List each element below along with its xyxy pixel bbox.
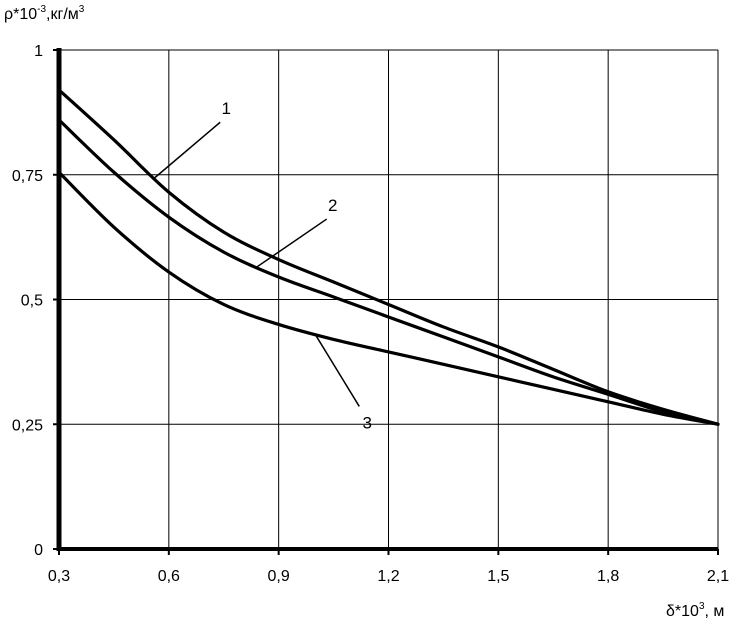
x-tick-label: 1,2 [377,568,399,585]
annotation-label-3: 3 [363,413,372,432]
annotation-label-2: 2 [328,196,337,215]
x-tick-label: 1,5 [487,568,509,585]
y-tick-label: 0 [34,542,43,559]
x-tick-label: 0,6 [158,568,180,585]
x-tick-label: 0,9 [268,568,290,585]
series-line-3 [57,170,720,426]
annotation-leader-3 [314,334,360,407]
annotation-leader-2 [256,218,328,268]
x-tick-label: 2,1 [707,568,729,585]
series-line-2 [57,118,720,426]
series-line-1 [57,88,720,426]
y-tick-label: 0,75 [12,168,43,185]
y-tick-label: 0,25 [12,417,43,434]
x-tick-label: 0,3 [48,568,70,585]
y-tick-label: 0,5 [21,293,43,310]
tick-labels: 0,3 0,6 0,9 1,2 1,5 1,8 2,1 0 0,25 0,5 0,75 1 [12,43,729,585]
x-tick-label: 1,8 [597,568,619,585]
annotation-label-1: 1 [221,99,230,118]
y-axis-label: ρ*10-3,кг/м3 [4,4,85,23]
annotation-leader-1 [153,121,221,179]
annotations: 1 2 3 [153,99,372,432]
series-lines [57,88,720,426]
grid-lines [59,49,719,549]
axes [53,48,719,555]
x-axis-label: δ*103, м [666,601,724,620]
y-tick-label: 1 [34,43,43,60]
